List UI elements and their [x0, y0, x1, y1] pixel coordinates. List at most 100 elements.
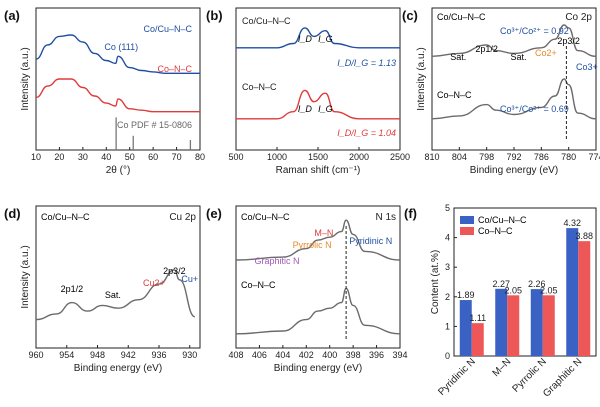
series-line	[35, 34, 200, 75]
x-tick-label: 954	[59, 350, 74, 360]
panel-title: N 1s	[375, 212, 396, 223]
bar-value-label: 2.27	[492, 279, 510, 289]
y-tick-label: 1	[445, 321, 450, 331]
bar-value-label: 2.05	[540, 285, 558, 295]
x-tick-label: 70	[172, 152, 182, 162]
x-tick-label: 786	[534, 152, 549, 162]
panel-e: 408 406 404 402 400 398 396 394 Binding energy (…	[206, 205, 408, 374]
x-tick-label: 960	[28, 350, 43, 360]
sat-label: Sat.	[511, 52, 527, 62]
x-tick-label: 930	[182, 350, 197, 360]
x-tick-label: 780	[561, 152, 576, 162]
panel-d: 960 954 948 942 936 930 Binding energy (eV) Int…	[4, 205, 201, 374]
x-tick-label: 942	[121, 350, 136, 360]
x-axis-label: Binding energy (eV)	[274, 363, 362, 374]
species-label: M–N	[314, 228, 333, 238]
series-label: Co–N–C	[437, 90, 472, 100]
panel-title: Cu 2p	[169, 212, 196, 223]
y-tick-label: 3	[445, 262, 450, 272]
x-tick-label: 804	[452, 152, 467, 162]
y-tick-label: 4	[445, 233, 450, 243]
x-tick-label: 402	[299, 350, 314, 360]
bar-value-label: 3.88	[575, 231, 593, 241]
peak-annotation: Co (111)	[104, 42, 138, 52]
x-axis-label: 2θ (°)	[106, 165, 131, 176]
bar-value-label: 2.05	[504, 285, 522, 295]
series-line	[236, 89, 400, 120]
x-category-label: Pyridinic N	[436, 356, 478, 398]
x-tick-label: 798	[479, 152, 494, 162]
y-axis-label: Content (at.%)	[430, 250, 441, 314]
bar	[495, 288, 508, 356]
series-label: Co/Cu–N–C	[242, 16, 291, 26]
peak-label: 2p1/2	[61, 284, 84, 294]
x-tick-label: 774	[588, 152, 600, 162]
plot-frame	[453, 207, 597, 357]
bar-value-label: 1.11	[469, 313, 486, 323]
bar-value-label: 1.89	[457, 290, 475, 300]
species-label: Pyridinic N	[349, 236, 392, 246]
peak-label: 2p3/2	[557, 36, 580, 46]
x-tick-label: 810	[424, 152, 439, 162]
x-tick-label: 80	[195, 152, 205, 162]
x-tick-label: 30	[78, 152, 88, 162]
y-tick-label: 2	[445, 292, 450, 302]
y-axis-label: Intensity (a.u.)	[20, 245, 31, 308]
panel-f: (f) 0 1 2 3 4 5 Content (at.%) 1.89 1.11 Pyridinic…	[404, 203, 597, 399]
series-label: Co–N–C	[241, 280, 276, 290]
x-tick-label: 792	[506, 152, 521, 162]
x-tick-label: 2500	[390, 152, 410, 162]
bar	[578, 241, 591, 356]
bar	[459, 300, 472, 356]
bar	[566, 228, 579, 356]
plot-frame	[235, 205, 401, 349]
x-tick-label: 936	[151, 350, 166, 360]
panel-label: (a)	[4, 8, 20, 23]
series-line	[235, 219, 401, 261]
x-axis-label: Binding energy (eV)	[470, 165, 558, 176]
x-tick-label: 20	[54, 152, 64, 162]
panel-c: 810 804 798 792 786 780 774 Binding energy (eV)…	[402, 7, 600, 176]
y-axis-label: Intensity (a.u.)	[416, 47, 427, 110]
panel-b: 500 1000 1500 2000 2500 Raman shift (cm⁻¹) (b)…	[206, 7, 410, 176]
reference-label: Co PDF # 15-0806	[117, 120, 192, 130]
panel-label: (e)	[206, 206, 222, 221]
series-line	[431, 78, 597, 120]
series-label: Co/Cu–N–C	[41, 212, 90, 222]
species-label: Co3+	[576, 62, 598, 72]
legend-swatch	[460, 227, 474, 235]
species-label: Cu+	[181, 274, 198, 284]
series-label: Co/Cu–N–C	[241, 212, 290, 222]
series-label: Co–N–C	[157, 64, 192, 74]
x-tick-label: 406	[252, 350, 267, 360]
species-label: Co2+	[535, 48, 557, 58]
y-axis-label: Intensity (a.u.)	[20, 47, 31, 110]
bar	[530, 289, 543, 356]
x-tick-label: 2000	[349, 152, 369, 162]
panel-title: Co 2p	[565, 12, 592, 23]
species-label: Graphitic N	[254, 256, 299, 266]
x-category-label: Graphitic N	[541, 356, 584, 399]
x-tick-label: 60	[148, 152, 158, 162]
x-axis-label: Binding energy (eV)	[74, 363, 162, 374]
series-label: Co–N–C	[242, 82, 277, 92]
bar-value-label: 2.26	[528, 279, 546, 289]
sat-label: Sat.	[105, 290, 121, 300]
legend-swatch	[460, 216, 474, 224]
species-label: Cu2+	[143, 278, 165, 288]
x-axis-label: Raman shift (cm⁻¹)	[276, 165, 361, 176]
x-tick-label: 50	[125, 152, 135, 162]
ratio-label: Co³⁺/Co²⁺ = 0.69	[500, 104, 569, 114]
peak-label: 2p1/2	[475, 44, 498, 54]
legend-label: Co/Cu–N–C	[478, 215, 527, 225]
panel-label: (b)	[206, 8, 223, 23]
x-tick-label: 40	[101, 152, 111, 162]
legend-label: Co–N–C	[478, 226, 513, 236]
x-tick-label: 394	[392, 350, 407, 360]
peak-label-g: I_G	[318, 104, 333, 114]
bar	[542, 295, 555, 356]
x-tick-label: 1500	[308, 152, 328, 162]
bar	[507, 295, 520, 356]
y-tick-label: 5	[445, 203, 450, 213]
